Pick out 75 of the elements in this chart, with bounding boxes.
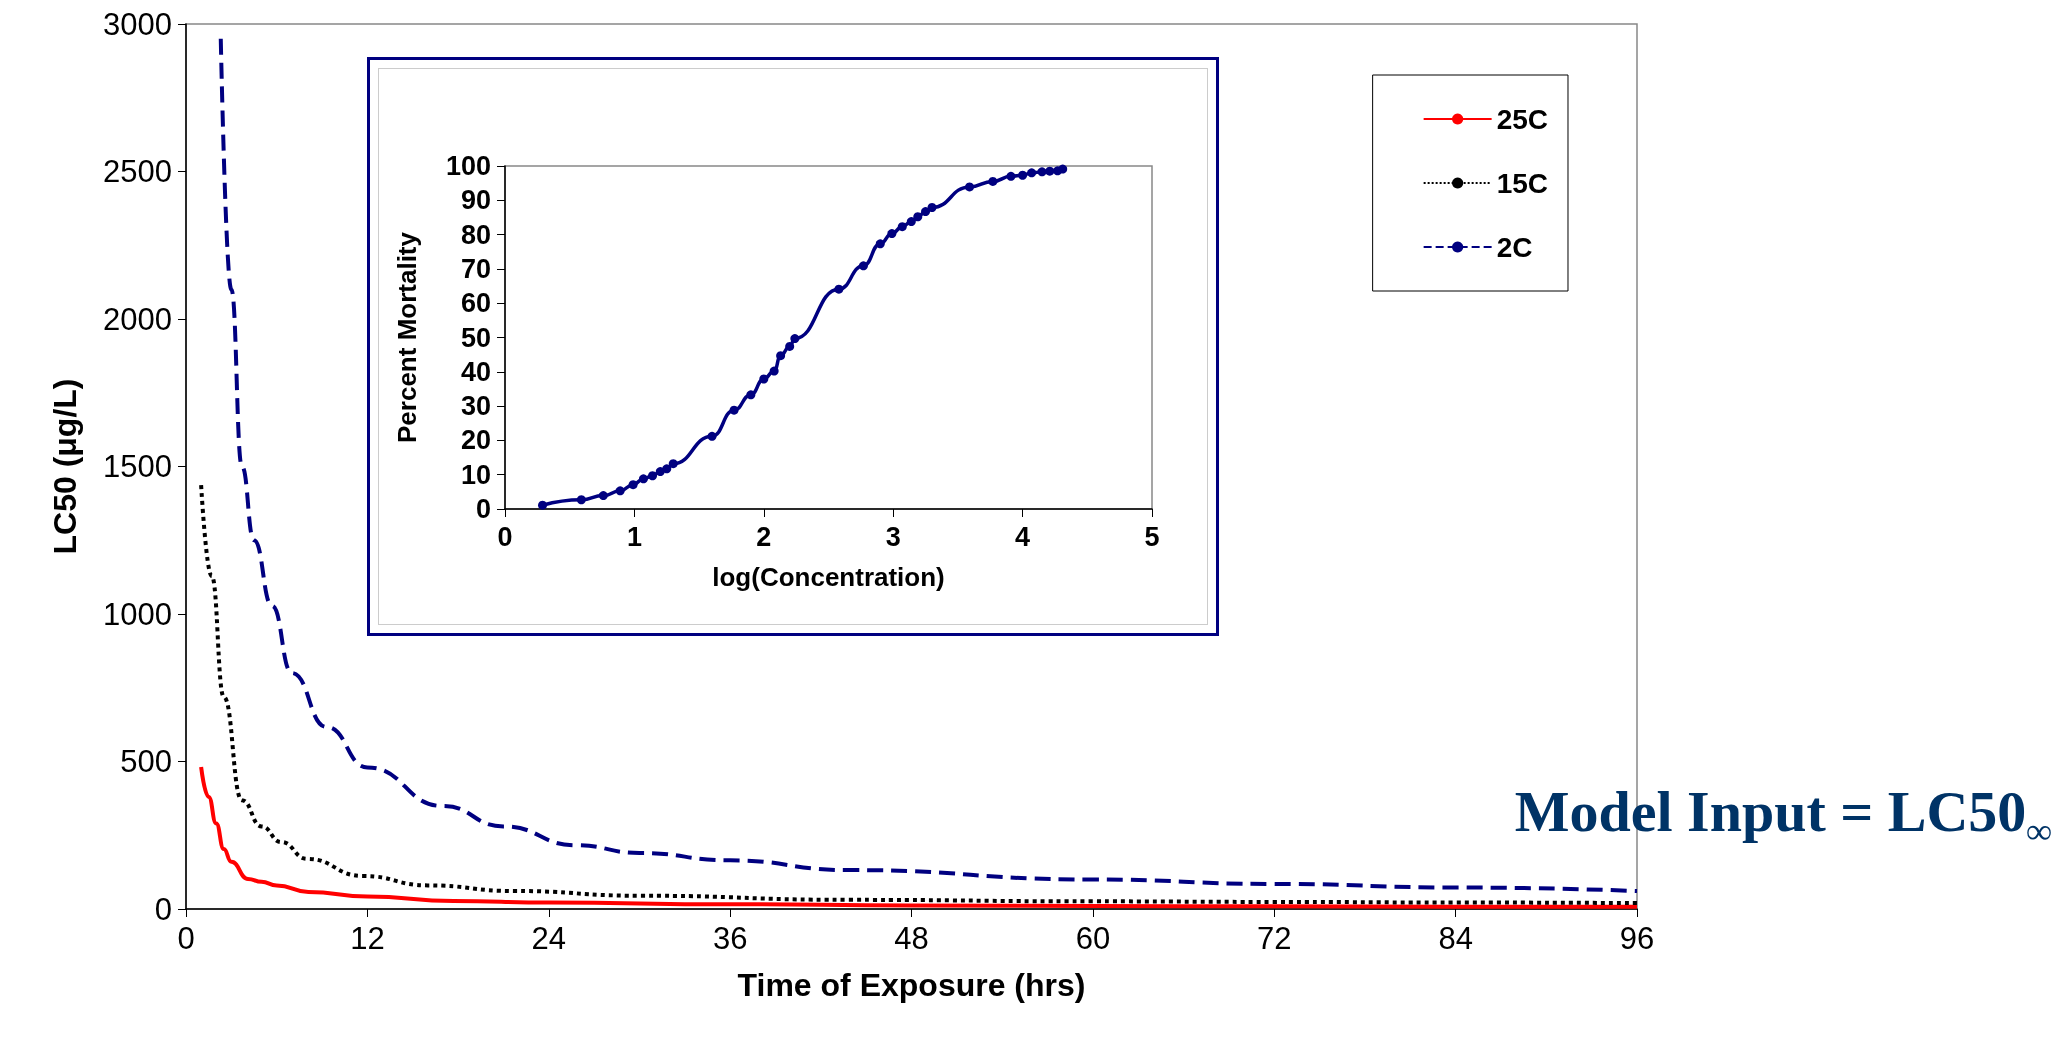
point: [668, 459, 678, 469]
x-tick-label: 96: [1619, 921, 1655, 956]
y-tick-label: 10: [460, 459, 491, 490]
point: [897, 222, 907, 232]
x-tick-label: 12: [350, 921, 385, 956]
y-tick-label: 90: [460, 185, 491, 216]
point: [598, 491, 608, 501]
legend-label: 15C: [1496, 167, 1549, 199]
x-tick-label: 60: [1075, 921, 1111, 956]
y-axis-title: LC50 (μg/L): [47, 378, 83, 555]
point: [921, 207, 931, 217]
point: [785, 341, 795, 351]
legend-label: 2C: [1496, 231, 1533, 263]
x-tick-label: 36: [712, 921, 748, 956]
y-axis-title: Percent Mortality: [392, 231, 422, 443]
x-tick-label: 0: [497, 521, 513, 552]
point: [1037, 167, 1047, 177]
point: [875, 239, 885, 249]
x-tick-label: 84: [1438, 921, 1473, 956]
point: [538, 500, 548, 510]
point: [988, 176, 998, 186]
y-tick-label: 3000: [103, 6, 172, 42]
point: [648, 471, 658, 481]
x-tick-label: 72: [1257, 921, 1292, 956]
point: [1058, 164, 1068, 174]
point: [927, 203, 937, 212]
point: [858, 261, 868, 271]
y-tick-label: 2500: [103, 154, 172, 189]
point: [759, 374, 769, 384]
y-tick-label: 100: [445, 151, 491, 181]
x-axis-title: Time of Exposure (hrs): [737, 967, 1086, 1003]
y-tick-label: 40: [460, 356, 491, 387]
point: [746, 390, 756, 400]
x-tick-label: 48: [894, 921, 929, 956]
y-tick-label: 70: [460, 253, 491, 284]
point: [707, 431, 717, 441]
x-tick-label: 0: [177, 921, 195, 956]
y-tick-label: 0: [154, 891, 172, 927]
y-tick-label: 60: [460, 288, 491, 319]
x-axis-title: log(Concentration): [712, 562, 945, 592]
point: [965, 182, 975, 192]
y-tick-label: 2000: [103, 301, 172, 337]
point: [769, 366, 779, 376]
point: [615, 486, 625, 496]
point: [1018, 170, 1028, 180]
point: [913, 212, 923, 222]
y-tick-label: 1000: [103, 596, 172, 632]
point: [729, 405, 739, 415]
point: [662, 464, 672, 474]
point: [790, 334, 800, 344]
x-tick-label: 1: [626, 521, 642, 552]
point: [906, 217, 916, 227]
x-tick-label: 4: [1015, 521, 1031, 552]
y-tick-label: 30: [460, 391, 491, 422]
y-tick-label: 1500: [103, 449, 172, 484]
legend-label: 25C: [1496, 103, 1549, 135]
point: [638, 474, 648, 484]
y-tick-label: 20: [460, 425, 491, 456]
point: [887, 229, 897, 239]
point: [834, 284, 844, 294]
y-tick-label: 80: [460, 219, 491, 250]
y-tick-label: 50: [460, 322, 491, 353]
point: [1045, 166, 1055, 176]
point: [576, 495, 586, 505]
y-tick-label: 500: [120, 744, 172, 779]
y-tick-label: 0: [475, 494, 491, 524]
point: [776, 351, 786, 361]
annotation: Model Input = LC50∞: [1514, 778, 2053, 851]
x-tick-label: 24: [531, 921, 566, 956]
point: [628, 480, 638, 490]
point: [1027, 168, 1037, 178]
x-tick-label: 2: [756, 521, 772, 552]
point: [1006, 171, 1016, 181]
x-tick-label: 3: [885, 521, 901, 552]
x-tick-label: 5: [1144, 521, 1160, 552]
